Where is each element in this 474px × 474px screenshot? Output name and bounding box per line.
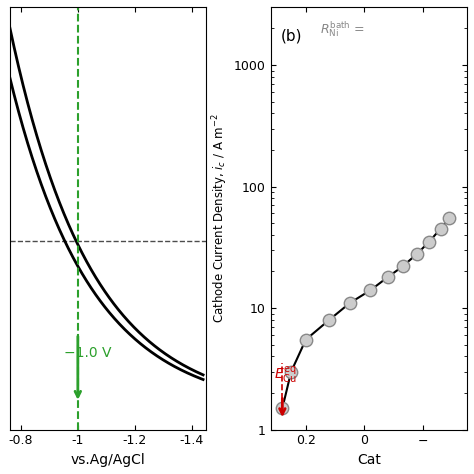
Point (446, 214, 453, 222)
X-axis label: vs.Ag/AgCl: vs.Ag/AgCl (70, 453, 145, 467)
Point (302, 336, 310, 344)
Text: (b): (b) (281, 28, 302, 43)
Point (279, 404, 286, 412)
Point (425, 238, 433, 246)
X-axis label: Cat: Cat (357, 453, 381, 467)
Text: $E_{\mathrm{Cu}}^{\mathrm{eq}}$: $E_{\mathrm{Cu}}^{\mathrm{eq}}$ (273, 365, 297, 386)
Point (437, 225, 445, 232)
Point (413, 250, 421, 257)
Text: −1.0 V: −1.0 V (64, 346, 111, 360)
Text: $R_{\mathrm{Ni}}^{\mathrm{bath}}$ =: $R_{\mathrm{Ni}}^{\mathrm{bath}}$ = (320, 19, 365, 39)
Point (399, 263, 406, 270)
Y-axis label: Cathode Current Density, $i_c$ / A m$^{-2}$: Cathode Current Density, $i_c$ / A m$^{-… (210, 113, 230, 323)
Point (326, 316, 333, 324)
Point (287, 368, 295, 375)
Point (346, 299, 354, 307)
Point (366, 286, 374, 294)
Point (384, 273, 392, 281)
